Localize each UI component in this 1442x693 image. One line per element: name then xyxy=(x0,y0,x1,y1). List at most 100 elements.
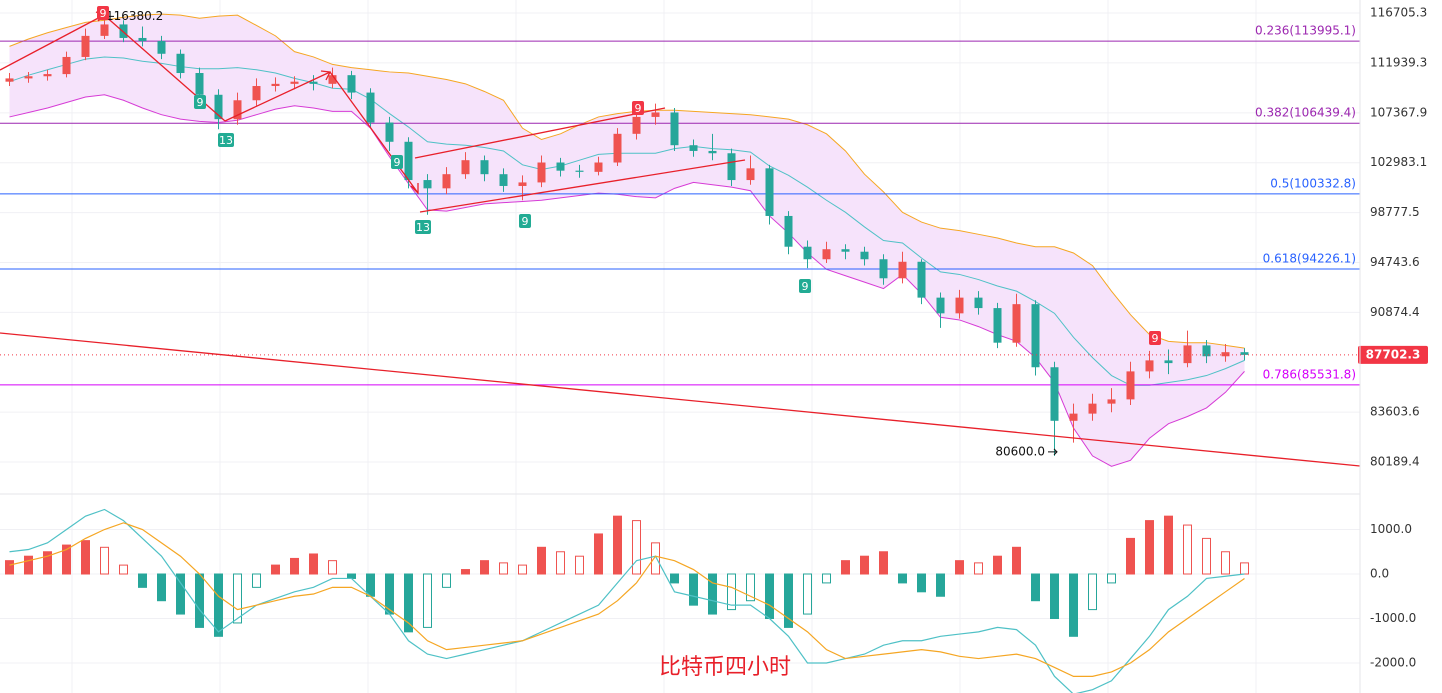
candle-body xyxy=(100,24,109,36)
macd-bar xyxy=(917,573,926,593)
count-marker-label: 13 xyxy=(416,221,430,234)
candle-body xyxy=(138,37,147,42)
candle-body xyxy=(157,41,166,54)
candle-body xyxy=(347,75,356,93)
macd-bar xyxy=(841,560,850,575)
macd-bar xyxy=(176,573,185,615)
candle-body xyxy=(290,81,299,84)
count-marker xyxy=(519,214,531,228)
candle-body xyxy=(879,259,888,279)
y-tick-label: -2000.0 xyxy=(1370,656,1416,670)
trend-line xyxy=(329,71,419,194)
count-marker-label: 13 xyxy=(219,134,233,147)
channel-line xyxy=(419,159,746,213)
macd-bar xyxy=(252,573,261,588)
annotation-arrow xyxy=(1048,448,1058,456)
candle-body xyxy=(708,150,717,154)
candle-body xyxy=(803,246,812,260)
candle-body xyxy=(651,112,660,117)
fib-label: 0.236(113995.1) xyxy=(1255,24,1356,38)
candle-body xyxy=(252,86,261,101)
macd-bar xyxy=(974,562,983,575)
fib-label: 0.5(100332.8) xyxy=(1270,176,1356,190)
candle-body xyxy=(955,297,964,314)
candle-body xyxy=(214,94,223,120)
macd-bar xyxy=(613,515,622,575)
candle-body xyxy=(328,75,337,84)
count-marker-label: 9 xyxy=(197,96,204,109)
macd-bar xyxy=(746,573,755,602)
macd-bar xyxy=(860,555,869,575)
candle-body xyxy=(1069,413,1078,421)
candle-body xyxy=(594,162,603,172)
macd-bar xyxy=(1164,515,1173,575)
macd-bar xyxy=(1012,546,1021,575)
candle-body xyxy=(556,162,565,171)
macd-bar xyxy=(537,546,546,575)
candle-body xyxy=(62,56,71,75)
y-tick-label: 98777.5 xyxy=(1370,205,1420,219)
count-marker xyxy=(632,101,644,115)
candle-body xyxy=(1221,352,1230,357)
candle-body xyxy=(233,100,242,120)
candle-body xyxy=(575,170,584,172)
fib-label: 0.786(85531.8) xyxy=(1263,367,1356,381)
last-price-box xyxy=(1358,345,1428,364)
macd-bar xyxy=(556,551,565,575)
macd-bar xyxy=(898,573,907,584)
macd-bar xyxy=(1069,573,1078,637)
candle-body xyxy=(1145,360,1154,372)
macd-bar xyxy=(214,573,223,637)
macd-bar xyxy=(309,553,318,575)
candle-body xyxy=(765,168,774,216)
candle-body xyxy=(24,76,33,79)
macd-bar xyxy=(62,544,71,575)
candle-body xyxy=(442,174,451,189)
candle-body xyxy=(917,261,926,298)
macd-bar xyxy=(423,573,432,628)
candle-body xyxy=(936,297,945,314)
candle-body xyxy=(1050,367,1059,421)
fib-label: 0.382(106439.4) xyxy=(1255,106,1356,120)
candle-body xyxy=(1183,345,1192,364)
macd-bar xyxy=(1031,573,1040,602)
count-marker xyxy=(1149,331,1161,345)
main-layer xyxy=(0,13,1360,693)
candle-body xyxy=(537,162,546,183)
trend-line xyxy=(224,71,331,122)
candle-body xyxy=(1126,371,1135,400)
macd-bar xyxy=(347,573,356,579)
count-marker-label: 9 xyxy=(522,215,529,228)
candle-body xyxy=(271,83,280,87)
macd-bar xyxy=(290,557,299,575)
macd-bar xyxy=(499,562,508,575)
candle-body xyxy=(176,53,185,74)
candle-body xyxy=(841,249,850,252)
macd-bar xyxy=(765,573,774,620)
macd-bar xyxy=(271,564,280,575)
count-marker xyxy=(194,95,206,109)
price-annotation: 116380.2 xyxy=(106,9,163,23)
macd-bar xyxy=(1221,551,1230,575)
count-marker-label: 9 xyxy=(1152,332,1159,345)
macd-bar xyxy=(157,573,166,602)
y-tick-label: 94743.6 xyxy=(1370,255,1420,269)
candle-body xyxy=(860,251,869,260)
macd-bar xyxy=(138,573,147,588)
candle-body xyxy=(727,153,736,181)
candle-body xyxy=(518,182,527,186)
candle-body xyxy=(898,261,907,279)
band-line xyxy=(9,13,1245,349)
candle-body xyxy=(461,160,470,175)
fib-label: 0.618(94226.1) xyxy=(1263,252,1356,266)
trend-line xyxy=(0,332,1361,467)
channel-line xyxy=(414,107,666,159)
macd-bar xyxy=(993,555,1002,575)
candle-body xyxy=(385,122,394,142)
y-tick-label: -1000.0 xyxy=(1370,611,1416,625)
y-tick-label: 116705.3 xyxy=(1370,6,1427,20)
macd-bar xyxy=(195,573,204,628)
candle-body xyxy=(1107,399,1116,404)
